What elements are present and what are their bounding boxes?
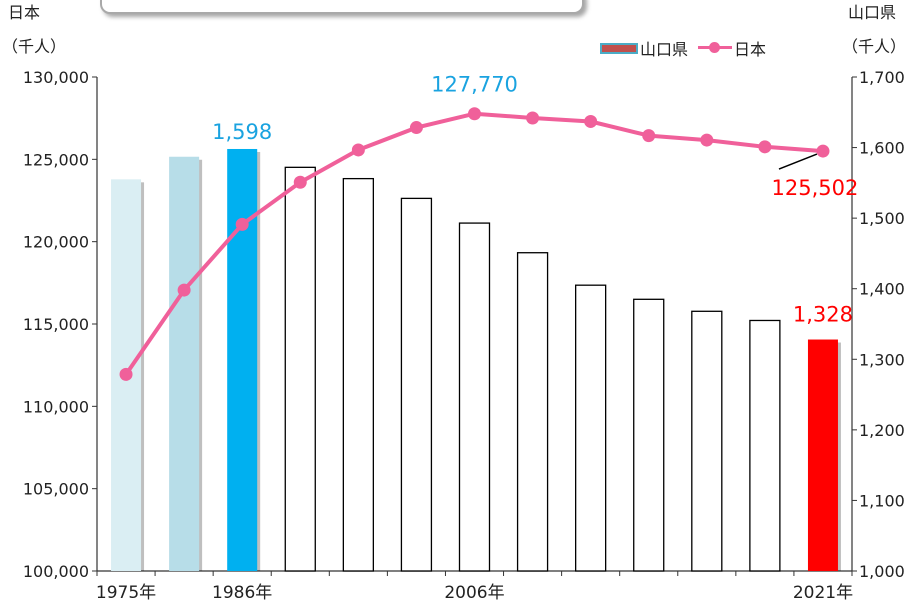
left-tick-label: 100,000: [23, 562, 89, 581]
right-tick-label: 1,200: [859, 421, 905, 440]
yamaguchi-bar: [458, 222, 491, 572]
legend-bar-swatch: [600, 42, 638, 54]
japan-point: [642, 129, 656, 143]
yamaguchi-bar: [227, 148, 258, 572]
right-axis-unit-line2: （千人）: [842, 37, 907, 56]
left-tick-label: 105,000: [23, 480, 89, 499]
yamaguchi-bar: [807, 339, 838, 571]
japan-point: [700, 133, 714, 147]
x-tick-label: 1975年: [96, 583, 156, 603]
japan-point: [235, 217, 249, 231]
data-label: 127,770: [431, 73, 518, 97]
left-tick-label: 120,000: [23, 233, 89, 252]
left-tick-label: 115,000: [23, 315, 89, 334]
japan-point: [119, 367, 133, 381]
yamaguchi-bar: [749, 319, 781, 572]
right-tick-label: 1,400: [859, 280, 905, 299]
right-tick-label: 1,000: [859, 562, 905, 581]
annotation-leader-line: [778, 153, 818, 170]
japan-point: [293, 175, 307, 189]
right-tick-label: 1,500: [859, 209, 905, 228]
yamaguchi-bar: [284, 166, 316, 572]
yamaguchi-bar: [575, 284, 607, 572]
right-tick-label: 1,300: [859, 350, 905, 369]
japan-point: [816, 144, 830, 158]
left-axis-unit-line2: （千人）: [2, 37, 67, 56]
chart-legend: 山口県 日本: [600, 36, 766, 60]
japan-point: [351, 143, 365, 157]
yamaguchi-bar: [516, 252, 549, 572]
x-tick-label: 2021年: [793, 583, 853, 603]
legend-line-label: 日本: [734, 40, 767, 59]
left-tick-label: 125,000: [23, 150, 89, 169]
yamaguchi-bar: [400, 197, 433, 572]
japan-point: [177, 283, 191, 297]
yamaguchi-bar: [633, 298, 665, 572]
data-label: 125,502: [772, 176, 859, 200]
data-label: 1,598: [212, 120, 272, 144]
right-tick-label: 1,100: [859, 491, 905, 510]
right-tick-label: 1,700: [859, 68, 905, 87]
yamaguchi-bar: [342, 177, 374, 572]
legend-bar-label: 山口県: [640, 40, 689, 59]
japan-point: [526, 111, 540, 125]
japan-point: [758, 140, 772, 154]
header-banner-box: [100, 0, 584, 14]
yamaguchi-bar: [169, 156, 200, 571]
yamaguchi-bar: [691, 310, 723, 572]
right-tick-label: 1,600: [859, 139, 905, 158]
x-tick-label: 1986年: [212, 583, 272, 603]
x-tick-label: 2006年: [444, 583, 504, 603]
left-tick-label: 110,000: [23, 397, 89, 416]
left-axis-unit-line1: 日本: [8, 3, 41, 22]
japan-point: [409, 121, 423, 135]
right-axis-unit-line1: 山口県: [848, 3, 897, 22]
japan-point: [468, 107, 481, 121]
legend-line-swatch: [698, 40, 733, 56]
japan-point: [584, 114, 598, 128]
data-label: 1,328: [793, 303, 853, 327]
left-tick-label: 130,000: [23, 68, 89, 87]
